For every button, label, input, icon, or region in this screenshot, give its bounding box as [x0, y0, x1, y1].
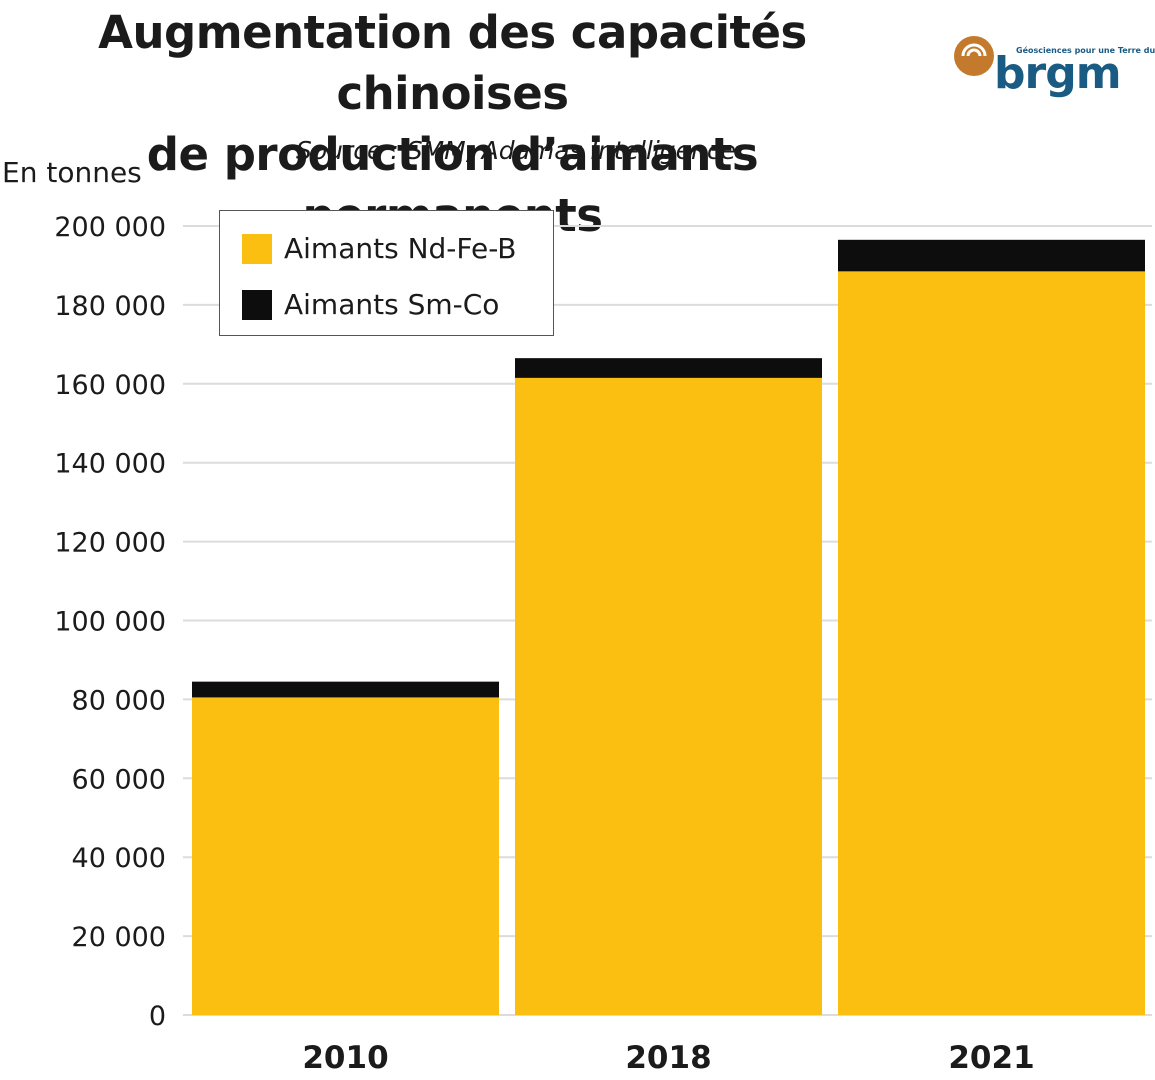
y-tick-label-4: 80 000 — [72, 685, 166, 716]
y-tick-label-6: 120 000 — [54, 528, 166, 559]
legend-label-ndfeb: Aimants Nd-Fe-B — [284, 232, 517, 265]
legend-swatch-smco — [242, 289, 272, 320]
bar-2018-series-0 — [515, 377, 822, 1015]
chart-legend: Aimants Nd-Fe-B Aimants Sm-Co — [219, 210, 554, 336]
bar-2018-series-1 — [515, 358, 822, 378]
bar-2010-series-0 — [192, 697, 499, 1015]
y-tick-label-9: 180 000 — [54, 291, 166, 322]
x-tick-label-2018: 2018 — [625, 1040, 711, 1076]
y-tick-label-2: 40 000 — [72, 843, 166, 874]
y-tick-label-7: 140 000 — [54, 449, 166, 480]
legend-item-ndfeb: Aimants Nd-Fe-B — [242, 232, 517, 265]
y-tick-label-8: 160 000 — [54, 370, 166, 401]
chart-title: Augmentation des capacités chinoises de … — [0, 2, 905, 246]
bar-2021-series-1 — [838, 239, 1145, 272]
brgm-logo: Géosciences pour une Terre durable brgm — [952, 30, 1155, 110]
legend-item-smco: Aimants Sm-Co — [242, 288, 499, 321]
chart-title-line-1: Augmentation des capacités chinoises — [98, 6, 807, 120]
x-tick-label-2021: 2021 — [948, 1040, 1034, 1076]
brgm-logo-mark-icon — [954, 36, 994, 76]
logo-tagline: Géosciences pour une Terre durable — [1016, 46, 1155, 55]
logo-brand: brgm — [994, 48, 1122, 99]
bar-2010-series-1 — [192, 681, 499, 698]
y-tick-label-0: 0 — [149, 1001, 166, 1032]
y-tick-label-10: 200 000 — [54, 212, 166, 243]
bar-2021-series-0 — [838, 271, 1145, 1015]
legend-label-smco: Aimants Sm-Co — [284, 288, 500, 321]
y-axis-unit-label: En tonnes — [2, 156, 142, 189]
y-tick-label-1: 20 000 — [72, 922, 166, 953]
legend-swatch-ndfeb — [242, 233, 272, 264]
chart-source: Source : SMM, Adamas Intelligence — [296, 136, 737, 165]
y-tick-label-5: 100 000 — [54, 607, 166, 638]
x-tick-label-2010: 2010 — [302, 1040, 388, 1076]
y-tick-label-3: 60 000 — [72, 764, 166, 795]
